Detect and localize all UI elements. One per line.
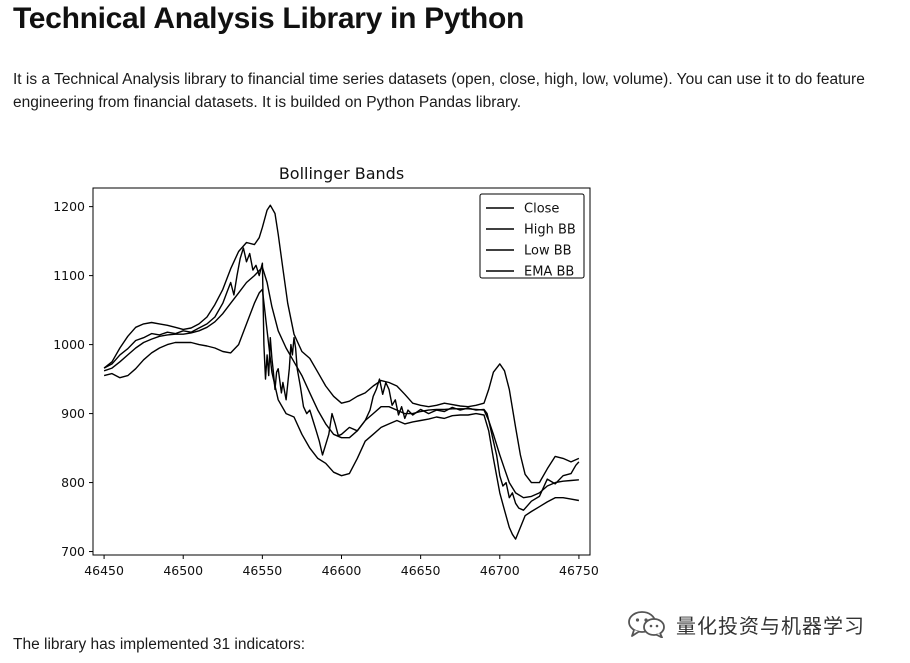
bollinger-chart: Bollinger Bands 46450 46500 46550 46600 46650… [40, 158, 600, 588]
indicators-note: The library has implemented 31 indicator… [13, 636, 306, 653]
y-tick-label: 700 [61, 544, 85, 559]
legend-label: Close [524, 202, 559, 217]
y-tick-label: 800 [61, 475, 85, 490]
y-tick-label: 900 [61, 406, 85, 421]
legend-label: EMA BB [524, 265, 574, 280]
watermark: 量化投资与机器学习 [626, 609, 896, 639]
x-tick-label: 46550 [242, 563, 282, 578]
legend-label: Low BB [524, 244, 572, 259]
chart-title: Bollinger Bands [279, 164, 404, 183]
y-tick-label: 1100 [53, 268, 85, 283]
series-line-low-bb [103, 288, 580, 540]
x-tick-label: 46600 [322, 563, 362, 578]
wechat-icon [628, 611, 665, 638]
series-line-close [103, 247, 580, 511]
x-tick-label: 46450 [84, 563, 124, 578]
x-tick-label: 46750 [559, 563, 599, 578]
watermark-text: 量化投资与机器学习 [676, 613, 865, 638]
y-tick-label: 1000 [53, 337, 85, 352]
legend-label: High BB [524, 223, 576, 238]
chart-svg: Bollinger Bands 46450 46500 46550 46600 46650… [53, 164, 599, 578]
x-tick-label: 46650 [401, 563, 441, 578]
series-line-high-bb [103, 204, 580, 484]
series-line-ema-bb [103, 266, 579, 499]
intro-paragraph: It is a Technical Analysis library to fi… [13, 71, 865, 111]
y-tick-label: 1200 [53, 199, 85, 214]
x-tick-label: 46500 [163, 563, 203, 578]
x-tick-label: 46700 [480, 563, 520, 578]
page-title: Technical Analysis Library in Python [13, 2, 525, 35]
legend-box [479, 193, 585, 279]
